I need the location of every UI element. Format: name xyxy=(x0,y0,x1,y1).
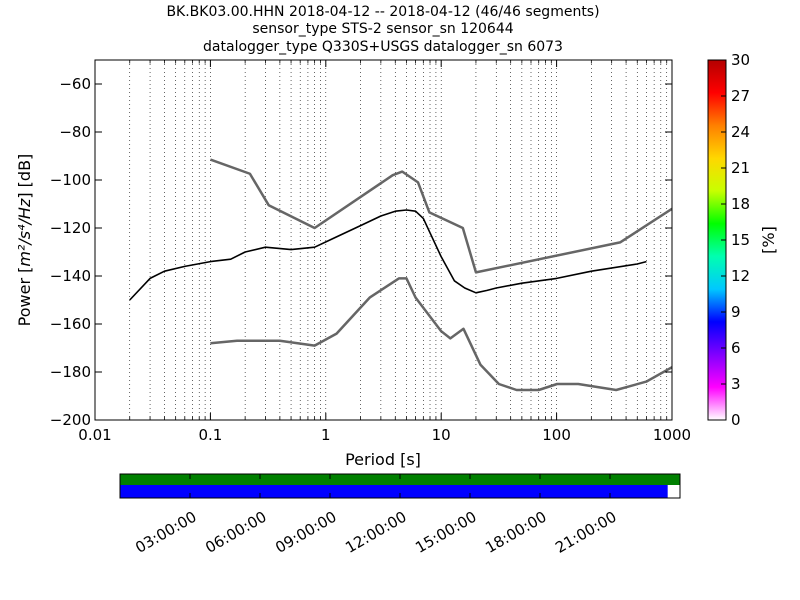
x-axis-label: Period [s] xyxy=(345,450,421,469)
x-tick-label: 10 xyxy=(432,426,451,444)
colorbar-tick-label: 24 xyxy=(731,123,750,141)
timeline-tick-label: 03:00:00 xyxy=(132,508,199,557)
y-axis-label-unit: m²/s⁴/Hz xyxy=(15,198,34,267)
x-tick-label: 100 xyxy=(542,426,571,444)
y-tick-label: −180 xyxy=(50,363,91,381)
grid-lines xyxy=(129,60,668,420)
timeline-data-bar xyxy=(120,485,668,498)
timeline-coverage-bar xyxy=(120,474,680,485)
x-tick-label: 1000 xyxy=(653,426,691,444)
colorbar-tick-label: 9 xyxy=(731,303,741,321)
x-axis-ticks: 0.01 0.1 1 10 100 1000 xyxy=(78,60,691,444)
colorbar-tick-label: 30 xyxy=(731,51,750,69)
y-tick-label: −140 xyxy=(50,267,91,285)
plot-background xyxy=(95,60,672,420)
x-tick-label: 0.1 xyxy=(198,426,222,444)
y-axis-label: Power [m²/s⁴/Hz] [dB] xyxy=(15,154,34,327)
colorbar-ticks: 0 3 6 9 12 15 18 21 24 27 30 xyxy=(721,51,750,429)
header-line-3: datalogger_type Q330S+USGS datalogger_sn… xyxy=(203,39,563,55)
colorbar-tick-label: 27 xyxy=(731,87,750,105)
timeline-tick-label: 15:00:00 xyxy=(412,508,479,557)
colorbar-tick-label: 3 xyxy=(731,375,741,393)
x-tick-label: 1 xyxy=(321,426,331,444)
y-tick-label: −160 xyxy=(50,315,91,333)
header-line-1: BK.BK03.00.HHN 2018-04-12 -- 2018-04-12 … xyxy=(166,4,599,20)
timeline-tick-label: 21:00:00 xyxy=(552,508,619,557)
colorbar-tick-label: 15 xyxy=(731,231,750,249)
colorbar-tick-label: 21 xyxy=(731,159,750,177)
timeline-tick-label: 06:00:00 xyxy=(202,508,269,557)
colorbar-tick-label: 6 xyxy=(731,339,741,357)
model-curves xyxy=(129,158,672,392)
header-line-2: sensor_type STS-2 sensor_sn 120644 xyxy=(252,21,513,37)
y-tick-label: −200 xyxy=(50,411,91,429)
y-tick-label: −120 xyxy=(50,219,91,237)
y-axis-label-suffix: ] [dB] xyxy=(15,154,34,199)
x-tick-label: 0.01 xyxy=(78,426,111,444)
colorbar-tick-label: 18 xyxy=(731,195,750,213)
y-tick-label: −80 xyxy=(59,123,91,141)
y-axis-label-prefix: Power [ xyxy=(15,267,34,327)
nhnm-curve xyxy=(209,158,672,274)
plot-frame xyxy=(94,59,673,421)
timeline-tick-label: 09:00:00 xyxy=(272,508,339,557)
colorbar-tick-label: 0 xyxy=(731,411,741,429)
colorbar-tick-label: 12 xyxy=(731,267,750,285)
y-tick-label: −100 xyxy=(50,171,91,189)
nlnm-curve xyxy=(210,277,672,392)
y-axis-ticks: −200 −180 −160 −140 −120 −100 −80 −60 xyxy=(50,75,672,429)
colorbar-label: [%] xyxy=(759,226,778,254)
y-tick-label: −60 xyxy=(59,75,91,93)
mode-curve xyxy=(129,209,647,301)
timeline-tick-label: 18:00:00 xyxy=(482,508,549,557)
timeline-tick-label: 12:00:00 xyxy=(342,508,409,557)
